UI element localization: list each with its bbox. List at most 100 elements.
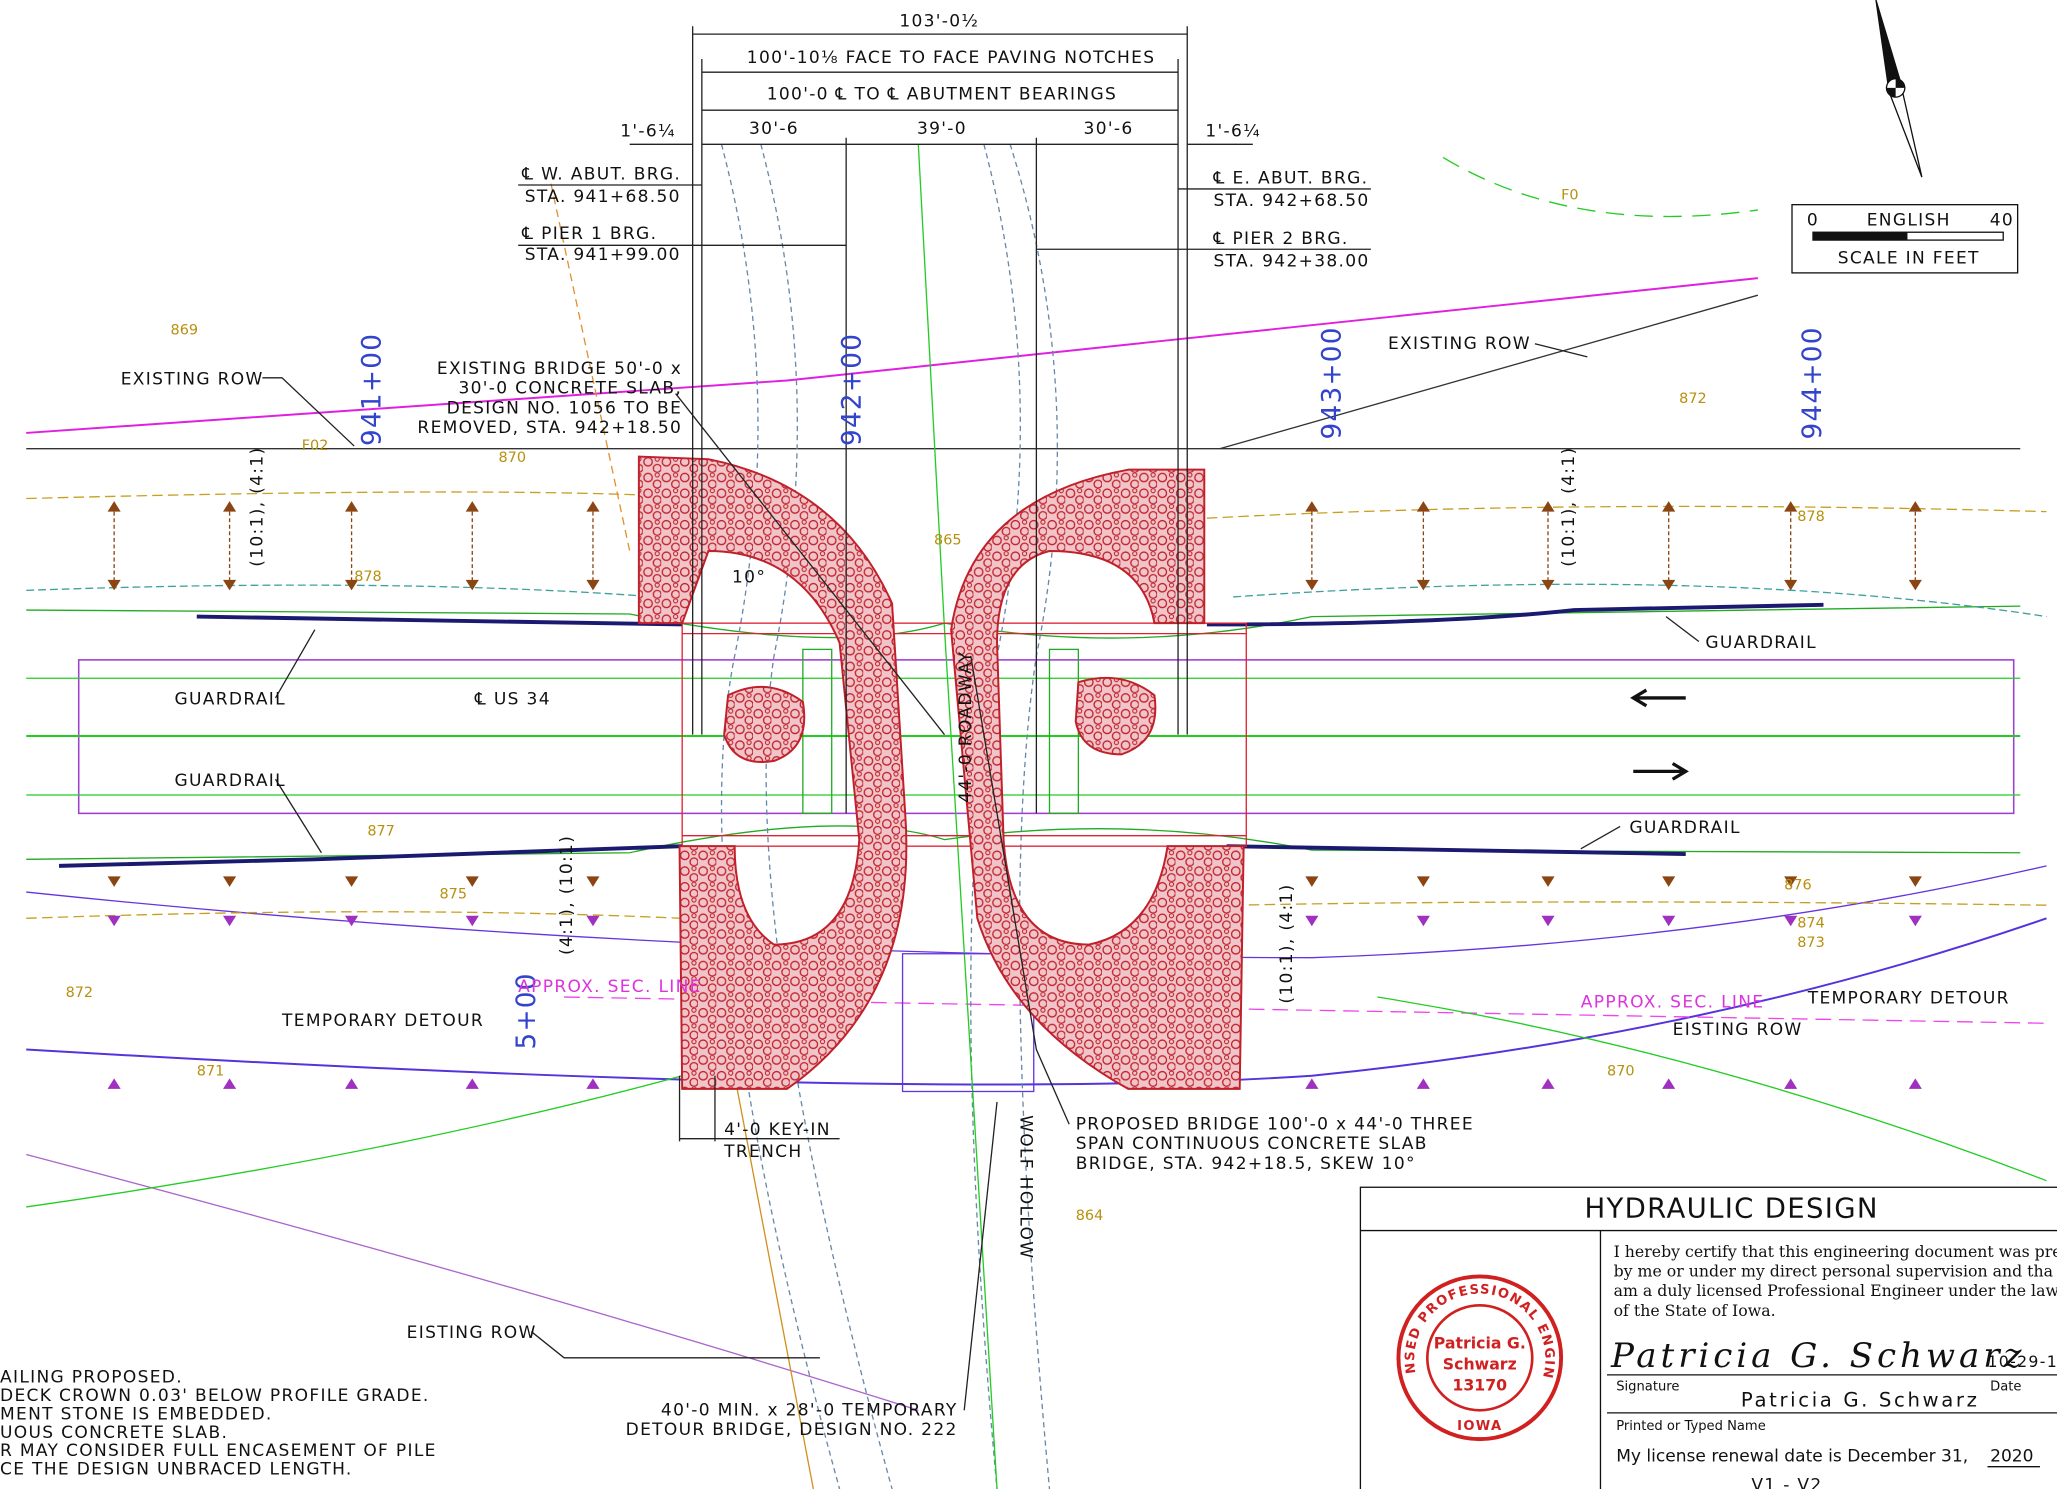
note: CE THE DESIGN UNBRACED LENGTH.: [0, 1460, 353, 1480]
note: R MAY CONSIDER FULL ENCASEMENT OF PILE: [0, 1441, 437, 1461]
dimension: 100'-0 ℄ TO ℄ ABUTMENT BEARINGS: [767, 85, 1117, 105]
slope-mark: [1417, 876, 1430, 886]
seal-name: Patricia G.: [1434, 1334, 1526, 1353]
label: GUARDRAIL: [1705, 633, 1816, 653]
slope-mark: [466, 501, 479, 511]
lane-arrow: [1633, 690, 1685, 706]
contour-label: F02: [302, 438, 329, 454]
bearing-label: ℄ W. ABUT. BRG.: [521, 165, 681, 185]
slope-mark: [466, 876, 479, 886]
label: PROPOSED BRIDGE 100'-0 x 44'-0 THREE: [1076, 1115, 1474, 1135]
pages: V1 - V2: [1751, 1475, 1822, 1489]
label: SPAN CONTINUOUS CONCRETE SLAB: [1076, 1134, 1428, 1154]
slope-mark: [466, 580, 479, 590]
plan-sheet: 0 ENGLISH 40 SCALE IN FEET 103'-0½ 100'-…: [0, 0, 2057, 1489]
label: TEMPORARY DETOUR: [281, 1011, 484, 1031]
label: 30'-0 CONCRETE SLAB,: [458, 379, 682, 399]
lane-arrow: [1633, 764, 1685, 780]
slope-mark: [1909, 580, 1922, 590]
riprap-east: [951, 470, 1244, 1089]
note: UOUS CONCRETE SLAB.: [0, 1423, 228, 1443]
seal-number: 13170: [1452, 1376, 1507, 1395]
station: 942+00: [838, 333, 868, 446]
slope-mark: [1541, 580, 1554, 590]
station: 941+00: [357, 333, 387, 446]
bearing-label: ℄ PIER 2 BRG.: [1212, 229, 1348, 249]
slope-mark: [345, 1078, 358, 1088]
dimension: 1'-6¼: [620, 121, 676, 141]
contour-label: 874: [1797, 916, 1825, 932]
slope-label: (10:1), (4:1): [247, 447, 267, 567]
slope-mark: [466, 916, 479, 926]
slope-mark: [586, 580, 599, 590]
riprap-east-pad: [1076, 678, 1156, 755]
contour-label: 871: [197, 1064, 225, 1080]
bearing-station: STA. 941+99.00: [525, 245, 681, 265]
dimension: 1'-6¼: [1205, 121, 1261, 141]
station: 944+00: [1798, 326, 1828, 439]
renewal-year: 2020: [1990, 1446, 2033, 1466]
slope-mark: [1305, 876, 1318, 886]
slope-mark: [586, 1078, 599, 1088]
label: GUARDRAIL: [174, 771, 285, 791]
slope-mark: [1662, 916, 1675, 926]
title: HYDRAULIC DESIGN: [1585, 1192, 1879, 1224]
slope-mark: [1305, 580, 1318, 590]
contour-label: 876: [1784, 877, 1812, 893]
cert-line: am a duly licensed Professional Engineer…: [1614, 1281, 2057, 1300]
label: ℄ US 34: [474, 689, 551, 709]
field-label: Printed or Typed Name: [1616, 1419, 1766, 1434]
slope-mark: [108, 916, 121, 926]
station: 943+00: [1318, 326, 1348, 439]
label: GUARDRAIL: [1629, 818, 1740, 838]
seal-state: IOWA: [1457, 1419, 1502, 1434]
slope-mark: [1662, 876, 1675, 886]
slope-mark: [108, 876, 121, 886]
contour-label: 870: [499, 450, 527, 466]
contour-label: 878: [1797, 509, 1825, 525]
slope-mark: [1417, 501, 1430, 511]
slope-label: (10:1), (4:1): [1277, 883, 1297, 1003]
slope-mark: [1784, 916, 1797, 926]
contour-label: 872: [66, 985, 94, 1001]
label: TEMPORARY DETOUR: [1807, 989, 2010, 1009]
contour-label: 872: [1679, 391, 1707, 407]
slope-mark: [1662, 1078, 1675, 1088]
label: WOLF HOLLOW: [1016, 1115, 1036, 1259]
bearing-label: ℄ PIER 1 BRG.: [521, 224, 657, 244]
slope-mark: [223, 916, 236, 926]
label: EXISTING BRIDGE 50'-0 x: [437, 359, 682, 379]
contour-label: 870: [1607, 1064, 1635, 1080]
slope-mark: [1909, 501, 1922, 511]
dimension: 39'-0: [917, 119, 967, 139]
label: 40'-0 MIN. x 28'-0 TEMPORARY: [661, 1401, 958, 1421]
slope-mark: [586, 876, 599, 886]
contour-labels: 869870878872871875877876874873865864F02F…: [66, 187, 1825, 1224]
scale-label: ENGLISH: [1867, 211, 1951, 231]
label: REMOVED, STA. 942+18.50: [417, 418, 682, 438]
bearing-station: STA. 942+38.00: [1213, 251, 1369, 271]
label: GUARDRAIL: [174, 689, 285, 709]
field-label: Date: [1990, 1380, 2021, 1395]
slope-mark: [223, 501, 236, 511]
slope-mark: [108, 501, 121, 511]
scale-label: 40: [1990, 211, 2014, 231]
signature: Patricia G. Schwarz: [1610, 1336, 2025, 1376]
label: APPROX. SEC. LINE: [1581, 993, 1765, 1013]
slope-mark: [1541, 1078, 1554, 1088]
label: EXISTING ROW: [1388, 334, 1531, 354]
slope-mark: [108, 580, 121, 590]
label: TRENCH: [723, 1142, 802, 1162]
slope-mark: [1417, 1078, 1430, 1088]
dimension: 30'-6: [1084, 119, 1134, 139]
slope-mark: [223, 1078, 236, 1088]
dimension: 103'-0½: [899, 11, 979, 31]
field-label: Signature: [1616, 1380, 1679, 1395]
contour-label: 875: [439, 887, 467, 903]
contour-label: 869: [171, 323, 199, 339]
slope-mark: [345, 876, 358, 886]
label: DESIGN NO. 1056 TO BE: [447, 398, 683, 418]
slope-mark: [1541, 916, 1554, 926]
bearing-station: STA. 942+68.50: [1213, 191, 1369, 211]
slope-mark: [1541, 876, 1554, 886]
